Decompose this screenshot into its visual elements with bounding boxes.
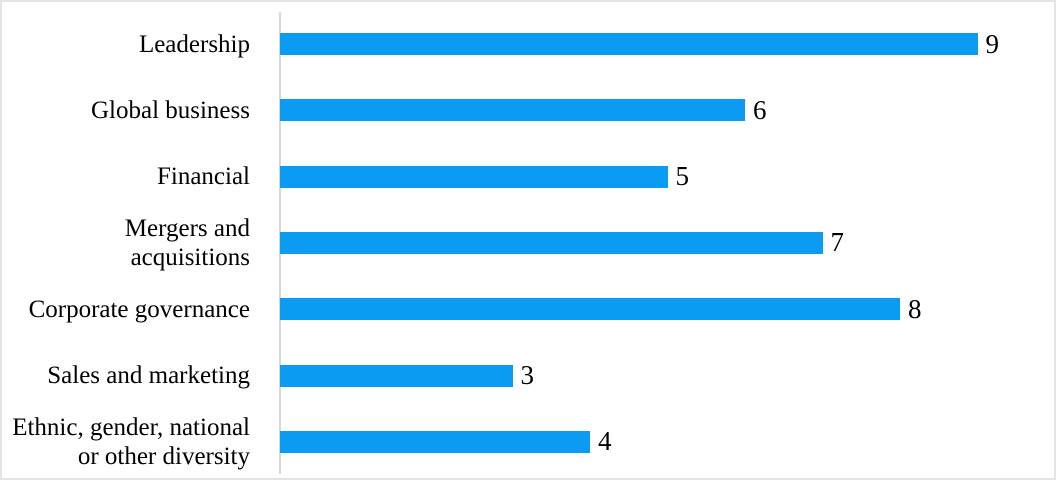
value-label: 5 bbox=[675, 161, 690, 192]
bar bbox=[280, 99, 745, 122]
value-label: 8 bbox=[908, 293, 922, 324]
chart-row: Mergers and acquisitions 7 bbox=[2, 210, 1051, 276]
value-label: 7 bbox=[830, 227, 845, 258]
category-label: Financial bbox=[156, 163, 250, 191]
bar bbox=[280, 430, 590, 453]
chart-row: Leadership 9 bbox=[2, 11, 1051, 77]
bar-cell: 9 bbox=[280, 28, 1051, 59]
chart-row: Global business 6 bbox=[2, 77, 1051, 143]
bar bbox=[280, 364, 513, 387]
category-label: Mergers and acquisitions bbox=[124, 214, 250, 271]
category-label: Corporate governance bbox=[28, 295, 250, 323]
chart-row: Ethnic, gender, national or other divers… bbox=[2, 409, 1051, 475]
chart-row: Corporate governance 8 bbox=[2, 276, 1051, 342]
bar bbox=[280, 33, 978, 56]
category-label: Global business bbox=[90, 96, 250, 124]
bar-cell: 6 bbox=[280, 94, 1051, 125]
bar-cell: 8 bbox=[280, 293, 1051, 324]
bar-cell: 3 bbox=[280, 362, 1051, 389]
value-label: 9 bbox=[985, 28, 1000, 59]
chart-row: Financial 5 bbox=[2, 144, 1051, 210]
value-label: 6 bbox=[753, 94, 767, 125]
bar bbox=[280, 165, 668, 188]
y-axis-line bbox=[279, 12, 281, 474]
bar-cell: 7 bbox=[280, 229, 1051, 256]
category-label: Ethnic, gender, national or other divers… bbox=[12, 413, 250, 470]
chart-row: Sales and marketing 3 bbox=[2, 342, 1051, 408]
bar-cell: 4 bbox=[280, 428, 1051, 455]
bar bbox=[280, 231, 823, 254]
category-label: Sales and marketing bbox=[47, 362, 250, 390]
category-label: Leadership bbox=[138, 30, 250, 58]
chart-plot-area: Leadership 9 Global business 6 Financial 5 Mer… bbox=[2, 11, 1051, 475]
value-label: 3 bbox=[520, 360, 535, 391]
bar bbox=[280, 298, 900, 321]
bar-cell: 5 bbox=[280, 163, 1051, 190]
value-label: 4 bbox=[598, 426, 612, 457]
